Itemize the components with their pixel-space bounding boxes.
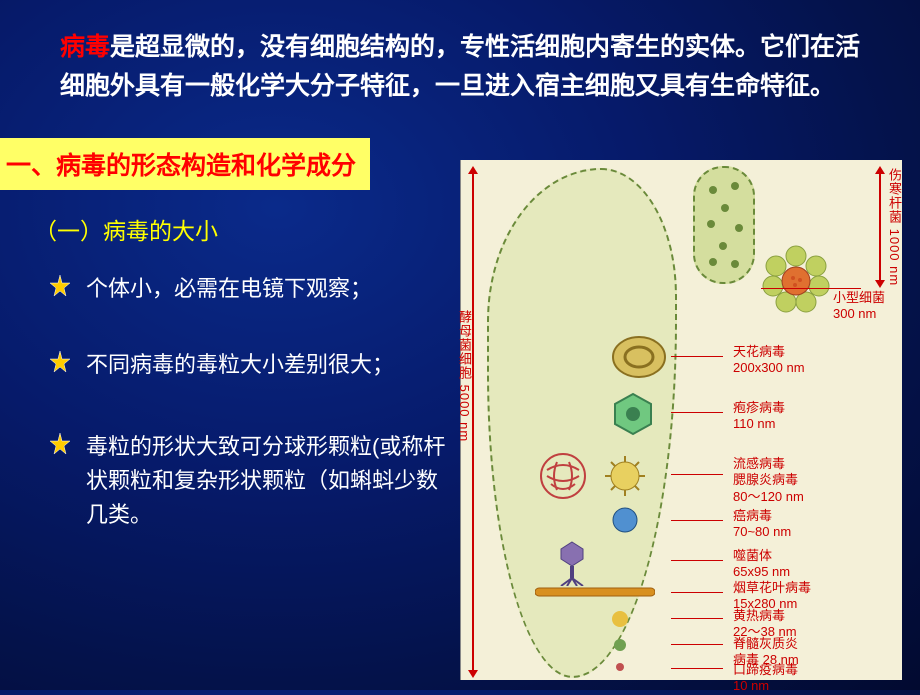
divider-line: [671, 356, 723, 357]
star-icon: [48, 432, 72, 456]
divider-line: [671, 668, 723, 669]
phage-icon: [557, 540, 587, 586]
tmv-icon: [535, 584, 655, 600]
diagram-item-label: 噬菌体65x95 nm: [733, 548, 790, 581]
bacillus-dots-icon: [695, 168, 757, 286]
herpes-icon: [611, 392, 655, 436]
bullet-list: 个体小，必需在电镜下观察； 不同病毒的毒粒大小差别很大； 毒粒的形状大致可分球形…: [0, 272, 450, 532]
intro-rest: 是超显微的，没有细胞结构的，专性活细胞内寄生的实体。它们在活细胞外具有一般化学大…: [60, 33, 860, 100]
scale-arrow-icon: [875, 166, 885, 174]
divider-line: [671, 520, 723, 521]
bullet-item: 毒粒的形状大致可分球形颗粒(或称杆状颗粒和复杂形状颗粒（如蝌蚪少数几类。: [48, 430, 450, 532]
diagram-item-label: 流感病毒腮腺炎病毒80～120 nm: [733, 456, 804, 505]
scale-arrow-icon: [468, 166, 478, 174]
bullet-text: 不同病毒的毒粒大小差别很大；: [86, 348, 394, 382]
star-icon: [48, 274, 72, 298]
diagram-item-label: 疱疹病毒110 nm: [733, 400, 785, 433]
bullet-item: 个体小，必需在电镜下观察；: [48, 272, 450, 306]
intro-keyword: 病毒: [60, 33, 110, 61]
divider-line: [671, 474, 723, 475]
diagram-item-label: 癌病毒70~80 nm: [733, 508, 791, 541]
bullet-text: 个体小，必需在电镜下观察；: [86, 272, 372, 306]
divider-line: [671, 592, 723, 593]
diagram-item-label: 小型细菌300 nm: [833, 290, 885, 323]
yellow-fever-icon: [611, 610, 629, 628]
divider-line: [671, 644, 723, 645]
section-heading: 一、病毒的形态构造和化学成分: [0, 138, 370, 190]
scale-arrow-icon: [468, 670, 478, 678]
tumor-virus-icon: [611, 506, 639, 534]
divider-line: [671, 560, 723, 561]
fmd-icon: [615, 662, 625, 672]
diagram-item-label: 天花病毒200x300 nm: [733, 344, 805, 377]
divider-line: [671, 412, 723, 413]
right-scale-label: 伤寒杆菌 1000 nm: [885, 168, 904, 286]
bullet-text: 毒粒的形状大致可分球形颗粒(或称杆状颗粒和复杂形状颗粒（如蝌蚪少数几类。: [86, 430, 450, 532]
intro-paragraph: 病毒是超显微的，没有细胞结构的，专性活细胞内寄生的实体。它们在活细胞外具有一般化…: [0, 0, 920, 116]
scale-arrow-icon: [875, 280, 885, 288]
size-comparison-diagram: 酵母菌细胞 5000 nm 伤寒杆菌 1000 nm: [460, 160, 902, 680]
mumps-icon: [603, 454, 647, 498]
polio-icon: [613, 638, 627, 652]
divider-line: [671, 618, 723, 619]
left-scale-label: 酵母菌细胞 5000 nm: [455, 310, 474, 442]
scale-line: [879, 174, 881, 280]
bacillus-shape: [693, 166, 755, 284]
small-bacteria-icon: [761, 244, 831, 314]
star-icon: [48, 350, 72, 374]
bullet-item: 不同病毒的毒粒大小差别很大；: [48, 348, 450, 382]
influenza-icon: [537, 450, 589, 502]
smallpox-icon: [611, 335, 667, 379]
divider-line: [761, 288, 861, 289]
